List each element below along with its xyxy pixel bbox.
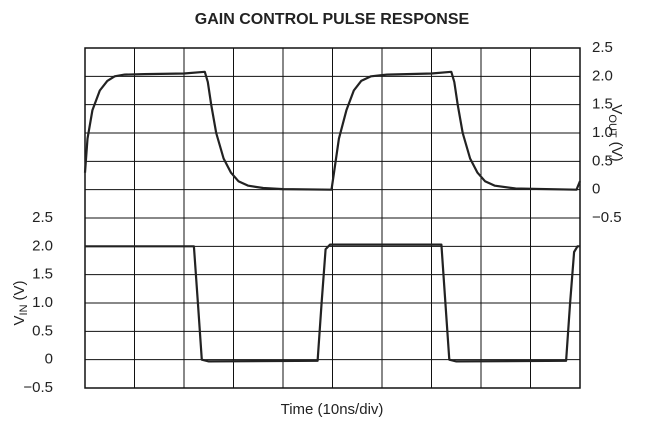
y-tick-label: 1.5 bbox=[32, 266, 53, 283]
y-tick-label: 2.5 bbox=[32, 209, 53, 226]
y-tick-label: 0.5 bbox=[32, 322, 53, 339]
y2-tick-label: 1.5 bbox=[592, 96, 613, 113]
trace bbox=[85, 243, 580, 363]
y2-tick-label: 2.5 bbox=[592, 39, 613, 56]
y-tick-label: 2.0 bbox=[32, 237, 53, 254]
y-tick-label: −0.5 bbox=[23, 379, 53, 396]
trace bbox=[83, 70, 582, 191]
y2-label-subscript: OUT bbox=[606, 114, 618, 138]
y-axis-label: VIN (V) bbox=[11, 280, 30, 325]
y2-tick-label: 2.0 bbox=[592, 67, 613, 84]
y-label-symbol: V bbox=[11, 315, 28, 325]
y2-label-symbol: V bbox=[608, 104, 625, 114]
y-label-subscript: IN bbox=[18, 304, 30, 315]
y2-label-unit: (V) bbox=[608, 142, 625, 162]
y-label-unit: (V) bbox=[11, 280, 28, 300]
y2-tick-label: −0.5 bbox=[592, 209, 622, 226]
y2-axis-label: VOUT (V) bbox=[606, 104, 625, 161]
chart-title: GAIN CONTROL PULSE RESPONSE bbox=[195, 11, 470, 28]
x-axis-label: Time (10ns/div) bbox=[281, 401, 384, 418]
plot-frame bbox=[84, 47, 581, 389]
y2-tick-label: 0.5 bbox=[592, 152, 613, 169]
y2-tick-label: 0 bbox=[592, 181, 600, 198]
y2-tick-label: 1.0 bbox=[592, 124, 613, 141]
y-tick-label: 1.0 bbox=[32, 294, 53, 311]
y-tick-label: 0 bbox=[45, 351, 53, 368]
